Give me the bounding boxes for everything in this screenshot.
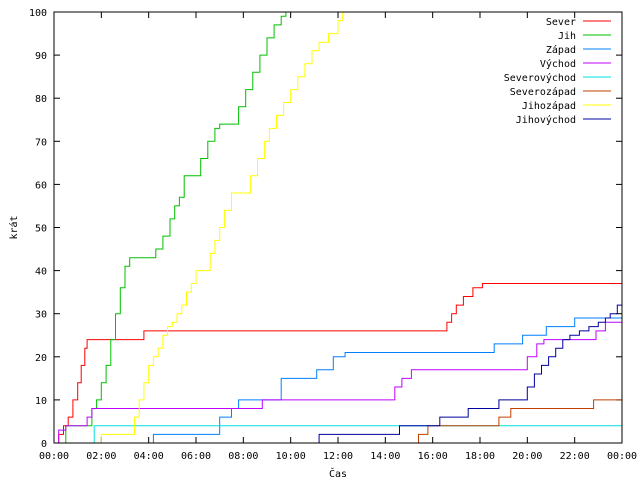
x-tick-label: 02:00	[86, 451, 116, 462]
y-tick-label: 40	[35, 267, 47, 278]
x-tick-label: 10:00	[276, 451, 306, 462]
plot-frame	[53, 11, 623, 444]
series-line-1	[55, 283, 622, 444]
series-line-4	[56, 321, 622, 444]
series-line-8	[314, 304, 622, 444]
legend-label: Jihovýchod	[516, 114, 576, 126]
series-line-3	[54, 317, 622, 444]
y-tick-label: 0	[41, 439, 47, 450]
series-line-7	[94, 12, 344, 444]
y-tick-label: 60	[35, 180, 47, 191]
y-tick-label: 50	[35, 224, 47, 235]
series-line-2	[61, 12, 287, 444]
y-tick-label: 10	[35, 396, 47, 407]
x-tick-label: 20:00	[512, 451, 542, 462]
legend-label: Západ	[546, 44, 576, 56]
axis-ticks: 0 10 20 30 40 50 60 70 80 90 100 00:00 02:00 04:00 06:…	[29, 8, 637, 462]
x-axis-title: Čas	[329, 467, 347, 480]
x-tick-label: 04:00	[134, 451, 164, 462]
legend-label: Východ	[540, 58, 576, 70]
legend-label: Jihozápad	[522, 100, 576, 112]
x-tick-label: 00:00	[39, 451, 69, 462]
x-tick-label: 00:00	[607, 451, 637, 462]
legend-label: Jih	[558, 31, 576, 42]
legend-label: Severovýchod	[504, 72, 576, 84]
x-tick-label: 12:00	[323, 451, 353, 462]
y-tick-label: 90	[35, 51, 47, 62]
x-tick-label: 06:00	[181, 451, 211, 462]
legend: Sever Jih Západ Východ Severovýchod Severozáp…	[504, 17, 611, 126]
y-tick-label: 20	[35, 353, 47, 364]
series-line-6	[413, 399, 622, 444]
x-tick-label: 16:00	[418, 451, 448, 462]
y-tick-label: 80	[35, 94, 47, 105]
y-tick-label: 70	[35, 137, 47, 148]
x-tick-label: 14:00	[370, 451, 400, 462]
y-tick-label: 30	[35, 310, 47, 321]
x-tick-label: 18:00	[465, 451, 495, 462]
y-axis-title: krát	[8, 215, 20, 239]
x-tick-label: 08:00	[228, 451, 258, 462]
y-tick-label: 100	[29, 8, 47, 19]
x-tick-label: 22:00	[560, 451, 590, 462]
legend-label: Sever	[546, 17, 576, 28]
legend-label: Severozápad	[510, 86, 576, 98]
